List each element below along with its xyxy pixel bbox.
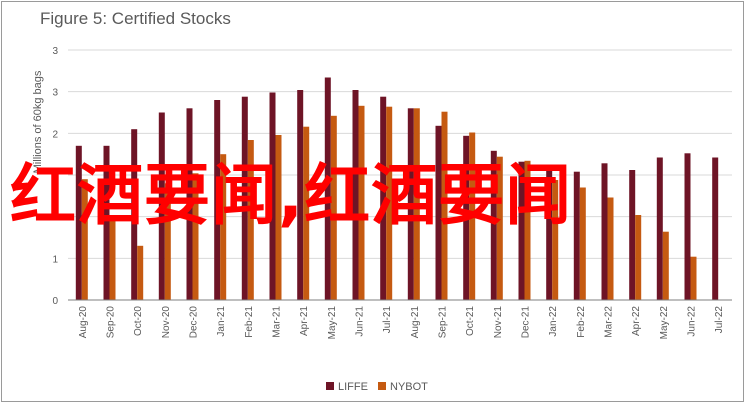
- x-tick-label: Apr-21: [299, 306, 310, 336]
- bar-liffe-dec-21: [518, 161, 525, 300]
- bars: [75, 77, 719, 300]
- bar-liffe-jul-21: [380, 96, 387, 300]
- watermark-text: 红酒要闻,红酒要闻: [10, 157, 573, 234]
- bar-nybot-nov-21: [496, 156, 503, 300]
- x-tick-label: Apr-22: [631, 306, 642, 336]
- x-tick-label: Nov-20: [161, 306, 172, 339]
- bar-liffe-sep-20: [103, 145, 110, 300]
- y-tick-label: 1: [52, 213, 58, 224]
- bar-liffe-aug-20: [75, 145, 82, 300]
- bar-nybot-feb-22: [579, 187, 586, 300]
- x-tick-label: Oct-20: [133, 306, 144, 336]
- bar-liffe-jun-22: [684, 153, 691, 300]
- bar-nybot-sep-21: [441, 111, 448, 300]
- x-tick-label: Jun-21: [355, 306, 366, 337]
- x-tick-label: Jan-21: [216, 306, 227, 337]
- legend-swatch-nybot: [378, 382, 386, 390]
- chart-title: Figure 5: Certified Stocks: [40, 9, 231, 28]
- bar-liffe-jul-22: [712, 157, 719, 300]
- bar-liffe-nov-21: [490, 150, 497, 300]
- bar-liffe-may-22: [656, 157, 663, 300]
- x-tick-label: May-21: [327, 306, 338, 340]
- y-tick-label: 2: [52, 171, 58, 182]
- bar-nybot-jul-21: [386, 106, 393, 300]
- bar-liffe-sep-21: [435, 125, 442, 300]
- x-tick-label: Dec-21: [521, 306, 532, 339]
- x-tick-label: Jan-22: [548, 306, 559, 337]
- y-tick-label: 0: [52, 296, 58, 307]
- bar-nybot-aug-20: [81, 179, 88, 300]
- legend-swatch-liffe: [326, 382, 334, 390]
- x-tick-label: Feb-22: [576, 306, 587, 338]
- x-tick-labels: Aug-20 Sep-20 Oct-20 Nov-20 Dec-20 Jan-21 Feb-…: [78, 306, 725, 340]
- y-tick-label: 3: [52, 88, 58, 99]
- bar-nybot-apr-22: [635, 215, 642, 300]
- legend-label-nybot: NYBOT: [390, 381, 428, 393]
- bar-liffe-apr-22: [629, 170, 636, 300]
- y-tick-label: 3: [52, 46, 58, 57]
- x-tick-label: Jul-21: [382, 306, 393, 334]
- grid-lines: [68, 49, 732, 259]
- y-axis-label: Millions of 60kg bags: [32, 70, 44, 173]
- bar-liffe-jan-22: [546, 169, 553, 300]
- x-tick-label: Aug-20: [78, 306, 89, 339]
- bar-nybot-feb-21: [247, 140, 254, 300]
- bar-nybot-apr-21: [303, 126, 310, 300]
- bar-liffe-dec-20: [186, 108, 193, 300]
- x-tick-label: Mar-22: [604, 306, 615, 338]
- bar-nybot-nov-20: [164, 183, 171, 300]
- bar-nybot-oct-20: [137, 245, 144, 300]
- x-tick-label: May-22: [659, 306, 670, 340]
- y-tick-labels: 0 1 1 2 2 3 3: [52, 46, 58, 307]
- bar-liffe-oct-21: [463, 135, 470, 300]
- bar-nybot-sep-20: [109, 220, 116, 300]
- legend-label-liffe: LIFFE: [338, 381, 368, 393]
- x-tick-label: Sep-21: [438, 306, 449, 339]
- bar-nybot-mar-21: [275, 135, 282, 300]
- bar-nybot-oct-21: [469, 132, 476, 300]
- bar-nybot-dec-20: [192, 173, 199, 300]
- bar-nybot-may-21: [330, 115, 337, 300]
- x-tick-label: Sep-20: [106, 306, 117, 339]
- bar-liffe-oct-20: [131, 129, 138, 300]
- x-tick-label: Jul-22: [714, 306, 725, 334]
- bar-nybot-mar-22: [607, 197, 614, 300]
- bar-nybot-aug-21: [413, 108, 420, 300]
- x-tick-label: Dec-20: [189, 306, 200, 339]
- legend: LIFFE NYBOT: [326, 381, 428, 393]
- x-tick-label: Aug-21: [410, 306, 421, 339]
- bar-liffe-aug-21: [407, 108, 414, 300]
- bar-nybot-jun-21: [358, 105, 365, 300]
- bar-liffe-mar-21: [269, 92, 276, 300]
- bar-nybot-dec-21: [524, 160, 531, 300]
- x-tick-label: Feb-21: [244, 306, 255, 338]
- bar-nybot-jan-22: [552, 180, 559, 300]
- bar-nybot-jan-21: [220, 154, 227, 300]
- bar-liffe-apr-21: [297, 90, 304, 300]
- bar-liffe-jun-21: [352, 90, 359, 300]
- bar-nybot-jun-22: [690, 256, 697, 300]
- y-tick-label: 2: [52, 129, 58, 140]
- x-tick-label: Mar-21: [272, 306, 283, 338]
- bar-liffe-feb-21: [241, 96, 248, 300]
- bar-liffe-may-21: [324, 77, 331, 300]
- bar-liffe-jan-21: [214, 100, 221, 300]
- bar-liffe-feb-22: [573, 171, 580, 300]
- bar-liffe-nov-20: [158, 112, 165, 300]
- y-tick-label: 1: [52, 254, 58, 265]
- x-tick-label: Oct-21: [465, 306, 476, 336]
- bar-liffe-mar-22: [601, 163, 608, 300]
- x-tick-label: Nov-21: [493, 306, 504, 339]
- x-tick-label: Jun-22: [687, 306, 698, 337]
- bar-nybot-may-22: [662, 231, 669, 300]
